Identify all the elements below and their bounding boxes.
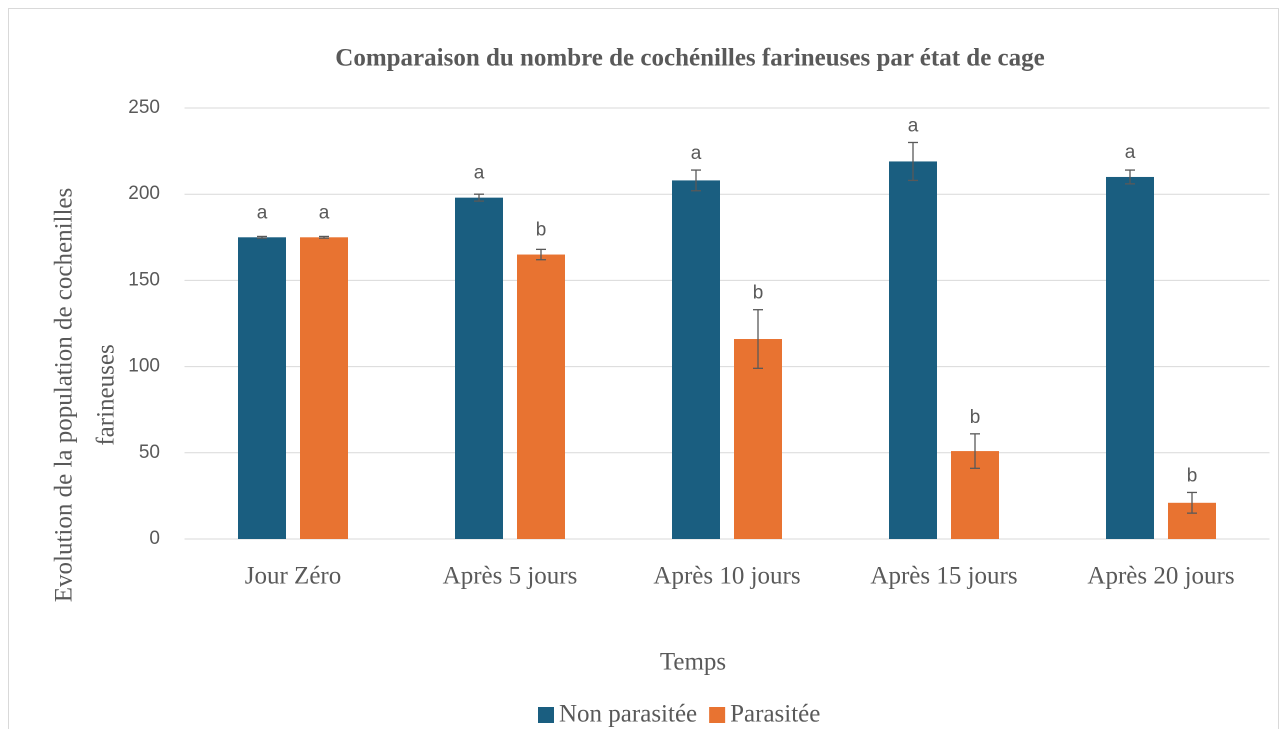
bar <box>517 254 565 540</box>
significance-letter: b <box>970 407 981 428</box>
chart-border <box>8 8 1279 729</box>
bar <box>889 161 937 539</box>
significance-letter: b <box>1187 465 1198 486</box>
legend-label: Non parasitée <box>559 701 697 728</box>
significance-letter: a <box>908 115 919 136</box>
bar <box>672 180 720 539</box>
x-tick-label: Après 10 jours <box>653 563 800 590</box>
y-tick-label: 250 <box>128 97 160 118</box>
chart-title: Comparaison du nombre de cochénilles far… <box>335 45 1044 72</box>
y-axis-title: Evolution de la population de cochenille… <box>51 188 78 602</box>
y-tick-label: 100 <box>128 356 160 377</box>
significance-letter: b <box>536 220 547 241</box>
y-axis-title: farineuses <box>93 344 120 445</box>
x-axis-title: Temps <box>660 649 726 676</box>
y-tick-label: 50 <box>139 442 160 463</box>
x-tick-label: Jour Zéro <box>245 563 342 590</box>
legend-swatch <box>538 707 554 723</box>
y-tick-label: 150 <box>128 269 160 290</box>
significance-letter: a <box>474 163 485 184</box>
significance-letter: b <box>753 283 764 304</box>
significance-letter: a <box>319 202 330 223</box>
x-tick-label: Après 5 jours <box>443 563 578 590</box>
legend-swatch <box>709 707 726 723</box>
bar <box>734 339 782 539</box>
significance-letter: a <box>1125 142 1136 163</box>
significance-letter: a <box>691 143 702 164</box>
y-tick-label: 200 <box>128 183 160 204</box>
bar <box>300 237 348 540</box>
bar <box>238 237 286 540</box>
bar <box>455 197 503 539</box>
legend-label: Parasitée <box>730 701 820 728</box>
bar <box>1106 176 1154 539</box>
x-tick-label: Après 15 jours <box>870 563 1017 590</box>
significance-letter: a <box>257 202 268 223</box>
y-tick-label: 0 <box>149 528 160 549</box>
x-tick-label: Après 20 jours <box>1087 563 1234 590</box>
